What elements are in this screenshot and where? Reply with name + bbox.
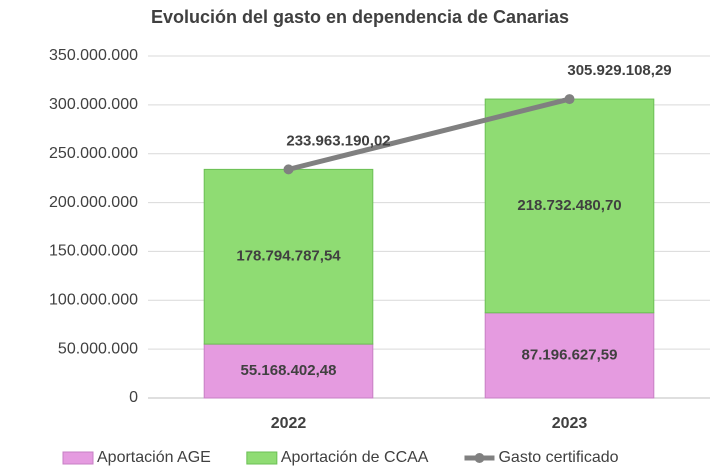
legend-swatch: [246, 451, 278, 465]
line-marker: [564, 94, 575, 105]
y-tick-label: 250.000.000: [49, 145, 138, 162]
chart-title: Evolución del gasto en dependencia de Ca…: [151, 7, 569, 27]
bar-segment: [484, 98, 655, 314]
value-label: 55.168.402,48: [241, 362, 337, 379]
bar-segment: [203, 168, 374, 345]
legend-label: Gasto certificado: [498, 449, 618, 466]
line-marker: [283, 164, 294, 175]
line: [287, 96, 571, 172]
y-tick-label: 50.000.000: [58, 340, 138, 357]
x-tick-label: 2023: [552, 415, 588, 432]
y-tick-label: 0: [129, 389, 138, 406]
legend-swatch: [62, 451, 94, 465]
y-tick-label: 100.000.000: [49, 292, 138, 309]
legend-swatch: [474, 453, 485, 463]
value-label: 87.196.627,59: [522, 346, 618, 363]
legend-label: Aportación de CCAA: [281, 449, 429, 466]
y-tick-label: 300.000.000: [49, 96, 138, 113]
y-tick-label: 150.000.000: [49, 243, 138, 260]
y-tick-label: 350.000.000: [49, 47, 138, 64]
y-tick-label: 200.000.000: [49, 194, 138, 211]
value-label: 233.963.190,02: [286, 132, 390, 149]
x-tick-label: 2022: [271, 415, 307, 432]
value-label: 218.732.480,70: [517, 197, 621, 214]
value-label: 305.929.108,29: [567, 62, 671, 79]
bar-segment: [203, 343, 374, 399]
bar-segment: [484, 312, 655, 399]
value-label: 178.794.787,54: [236, 248, 341, 265]
legend-label: Aportación AGE: [97, 449, 211, 466]
